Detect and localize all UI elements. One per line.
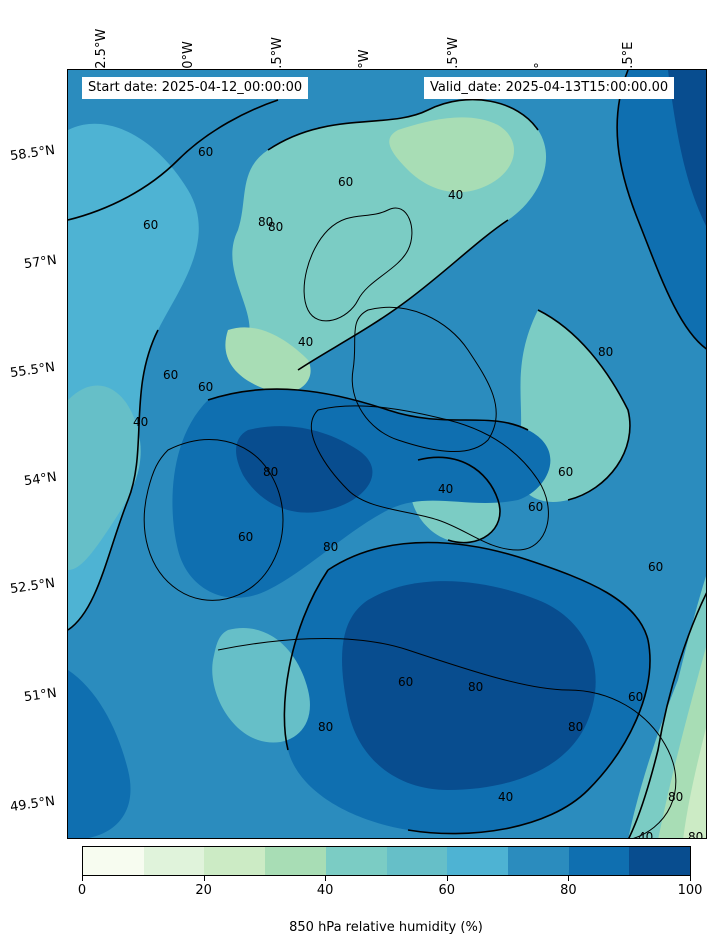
colorbar-segment	[143, 847, 205, 875]
lat-label-51n: 51°N	[23, 685, 58, 706]
colorbar-title: 850 hPa relative humidity (%)	[289, 920, 483, 935]
contour-label: 80	[318, 720, 334, 734]
colorbar-segment	[386, 847, 448, 875]
contour-label: 60	[198, 380, 214, 394]
colorbar-tick	[690, 876, 691, 881]
colorbar-tick-label: 60	[438, 883, 456, 898]
contour-label: 80	[598, 345, 614, 359]
colorbar-tick	[82, 876, 83, 881]
colorbar-segment	[83, 847, 144, 875]
valid-date-box: Valid_date: 2025-04-13T15:00:00.00	[424, 77, 675, 99]
contour-label: 80	[323, 540, 339, 554]
contour-label: 60	[338, 175, 354, 189]
colorbar-segment	[568, 847, 630, 875]
contour-label: 60	[143, 218, 159, 232]
humidity-map[interactable]: 60 60 80 40 60 40 80 60 40 60 80 80 60 40 60 80 60 80 60 80…	[67, 69, 707, 839]
contour-label: 60	[558, 465, 574, 479]
humidity-field	[68, 70, 706, 838]
contour-label: 80	[268, 220, 284, 234]
start-date-box: Start date: 2025-04-12_00:00:00	[82, 77, 309, 99]
colorbar	[82, 846, 691, 876]
lat-label-57n: 57°N	[23, 252, 58, 273]
colorbar-segment	[507, 847, 569, 875]
contour-label: 80	[668, 790, 684, 804]
colorbar-tick	[325, 876, 327, 881]
contour-label: 60	[198, 145, 214, 159]
contour-label: 40	[498, 790, 514, 804]
contour-label: 60	[528, 500, 544, 514]
colorbar-tick-label: 80	[560, 883, 577, 898]
lat-label-55-5n: 55.5°N	[9, 359, 56, 382]
contour-label: 60	[398, 675, 414, 689]
contour-label: 40	[298, 335, 314, 349]
colorbar-segment	[629, 847, 691, 875]
colorbar-segment	[204, 847, 266, 875]
colorbar-tick	[568, 876, 570, 881]
colorbar-segment	[447, 847, 508, 875]
contour-label: 40	[438, 482, 454, 496]
contour-label: 80	[688, 830, 704, 839]
contour-label: 80	[263, 465, 279, 479]
contour-label: 80	[568, 720, 584, 734]
colorbar-tick	[203, 876, 205, 881]
contour-label: 60	[628, 690, 644, 704]
contour-label: 40	[133, 415, 149, 429]
colorbar-tick	[446, 876, 448, 881]
lat-label-49-5n: 49.5°N	[9, 793, 56, 816]
colorbar-tick-label: 20	[195, 883, 212, 898]
contour-label: 60	[648, 560, 664, 574]
contour-label: 40	[638, 830, 654, 839]
colorbar-tick-label: 0	[77, 883, 87, 898]
contour-label: 40	[448, 188, 464, 202]
contour-label: 60	[238, 530, 254, 544]
colorbar-tick-label: 40	[316, 883, 334, 898]
contour-label: 60	[163, 368, 179, 382]
lat-label-54n: 54°N	[23, 469, 58, 490]
contour-label: 80	[468, 680, 484, 694]
colorbar-tick-label: 100	[677, 883, 703, 898]
colorbar-segment	[325, 847, 387, 875]
colorbar-segment	[265, 847, 326, 875]
contour-label: 80	[258, 215, 274, 229]
lat-label-58-5n: 58.5°N	[9, 142, 56, 165]
lat-label-52-5n: 52.5°N	[9, 575, 56, 598]
